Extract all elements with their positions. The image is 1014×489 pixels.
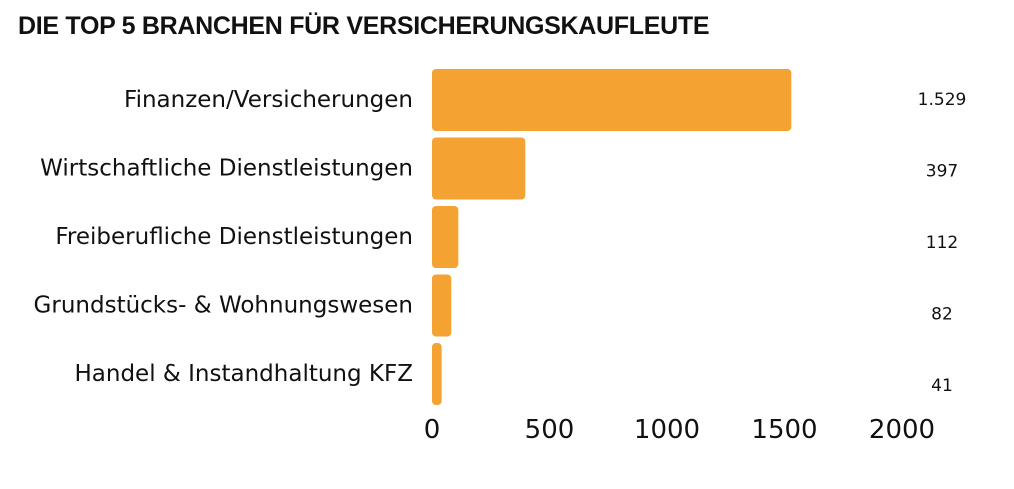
category-label-handel-instandhaltung-kfz: Handel & Instandhaltung KFZ [74, 361, 413, 387]
category-labels: Finanzen/Versicherungen Wirtschaftliche D… [34, 87, 413, 387]
x-tick-label-1500: 1500 [751, 415, 817, 445]
category-label-wirtschaftliche-dienstleistungen: Wirtschaftliche Dienstleistungen [40, 156, 413, 182]
value-label-grundstuecks-wohnungswesen: 82 [931, 305, 953, 325]
x-tick-label-500: 500 [525, 415, 575, 445]
value-label-freiberufliche-dienstleistungen: 112 [926, 233, 958, 253]
chart-title: DIE TOP 5 BRANCHEN FÜR VERSICHERUNGSKAUF… [18, 12, 710, 40]
category-label-freiberufliche-dienstleistungen: Freiberufliche Dienstleistungen [55, 224, 413, 250]
bar-handel-instandhaltung-kfz [432, 343, 442, 405]
value-label-handel-instandhaltung-kfz: 41 [931, 376, 953, 396]
category-label-grundstuecks-wohnungswesen: Grundstücks- & Wohnungswesen [34, 293, 413, 319]
x-axis-ticks: 0 500 1000 1500 2000 [424, 415, 935, 445]
x-tick-label-1000: 1000 [634, 415, 700, 445]
x-tick-label-2000: 2000 [869, 415, 935, 445]
bar-freiberufliche-dienstleistungen [432, 206, 459, 268]
bars [432, 69, 792, 405]
value-label-finanzen-versicherungen: 1.529 [918, 90, 967, 110]
x-tick-label-0: 0 [424, 415, 441, 445]
value-labels: 1.529 397 112 82 41 [918, 90, 967, 396]
category-label-finanzen-versicherungen: Finanzen/Versicherungen [124, 87, 413, 113]
bar-grundstuecks-wohnungswesen [432, 274, 452, 337]
bar-finanzen-versicherungen [432, 69, 792, 131]
value-label-wirtschaftliche-dienstleistungen: 397 [926, 162, 958, 182]
bar-wirtschaftliche-dienstleistungen [432, 137, 526, 200]
